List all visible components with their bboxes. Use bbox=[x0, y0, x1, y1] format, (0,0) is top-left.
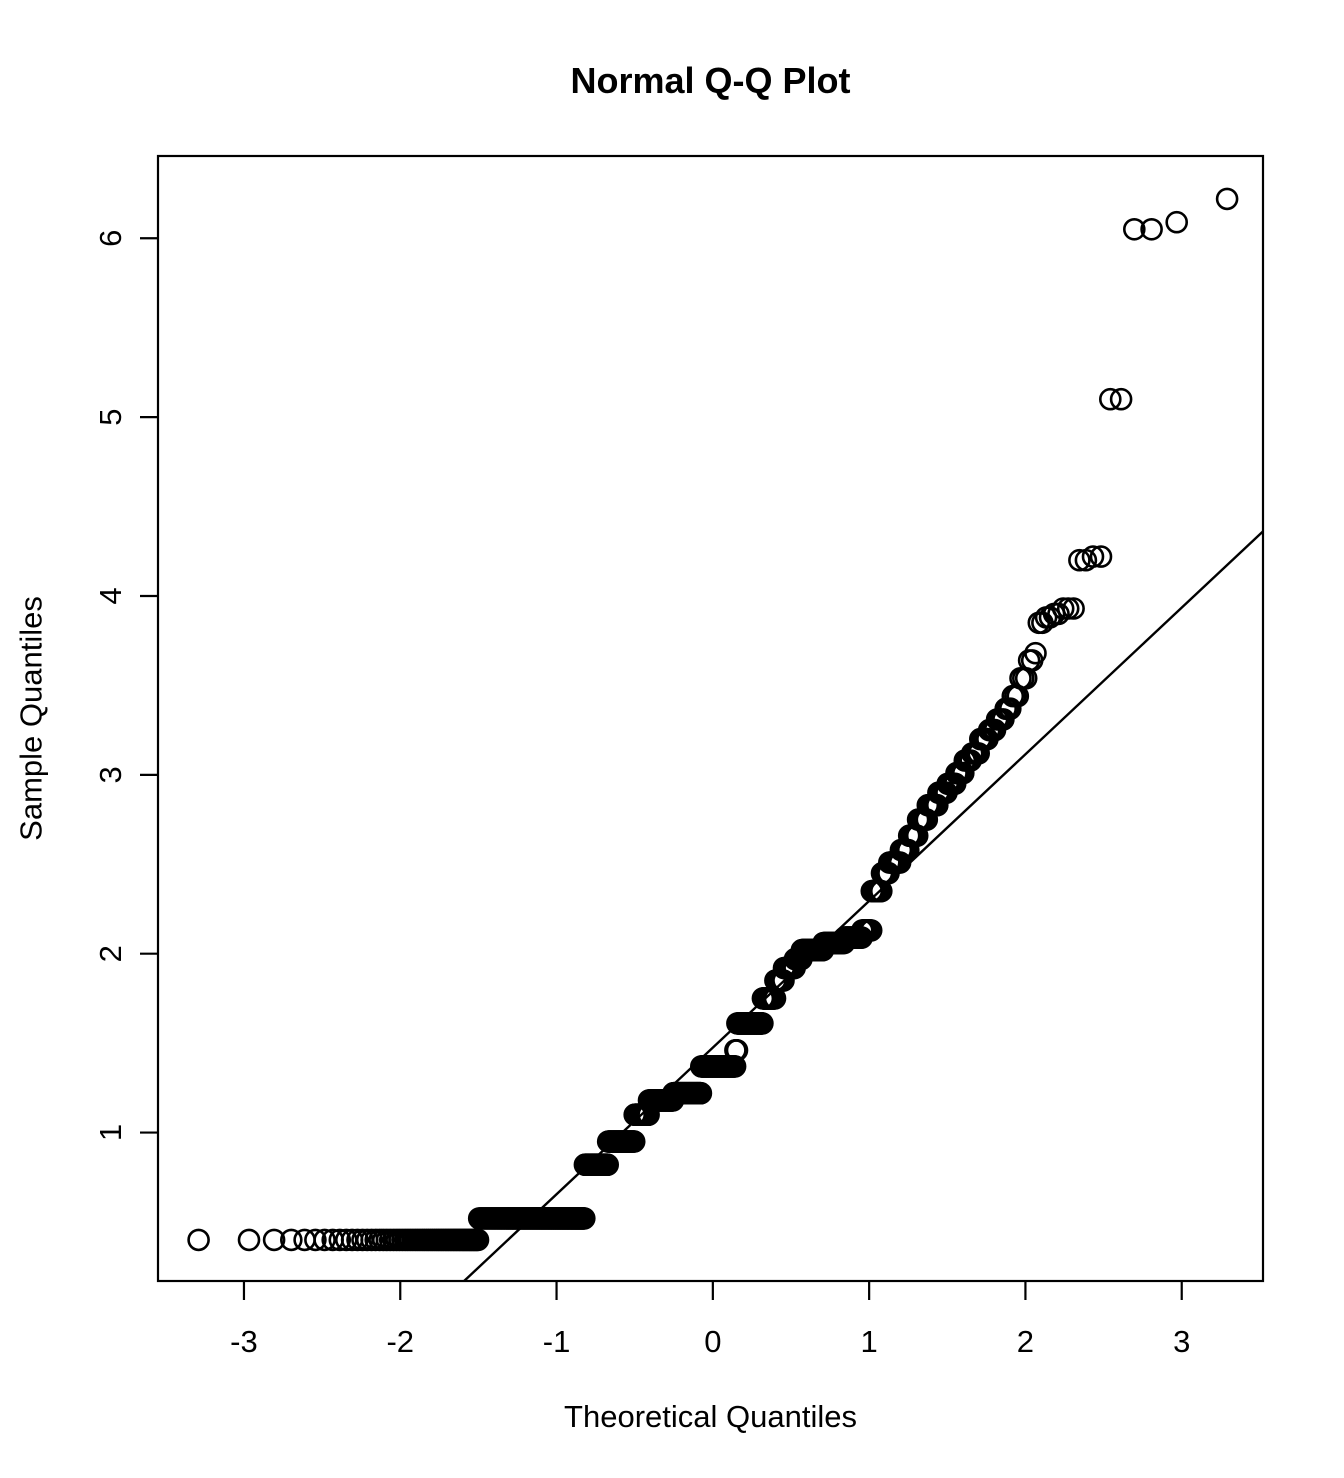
data-point bbox=[1140, 218, 1163, 241]
y-tick-label: 2 bbox=[93, 945, 128, 962]
data-point bbox=[313, 1228, 336, 1252]
data-point bbox=[1165, 210, 1188, 234]
data-point bbox=[1056, 597, 1080, 620]
data-point bbox=[1024, 641, 1047, 665]
y-tick-label: 6 bbox=[93, 230, 128, 247]
data-point bbox=[859, 919, 883, 942]
x-tick-label: 2 bbox=[1017, 1324, 1034, 1359]
y-tick-label: 4 bbox=[93, 587, 128, 604]
data-point bbox=[888, 851, 912, 874]
data-point bbox=[304, 1228, 327, 1252]
data-point bbox=[466, 1228, 490, 1252]
data-point bbox=[1109, 387, 1133, 411]
y-tick-label: 3 bbox=[93, 766, 128, 783]
data-point bbox=[187, 1228, 210, 1252]
data-point bbox=[725, 1039, 749, 1062]
data-point bbox=[596, 1153, 620, 1176]
data-point bbox=[1062, 597, 1085, 620]
data-point bbox=[1123, 218, 1146, 241]
data-point bbox=[1089, 545, 1113, 568]
x-tick-label: -1 bbox=[543, 1324, 571, 1359]
plot-border bbox=[156, 154, 1265, 1283]
x-tick-label: 0 bbox=[704, 1324, 721, 1359]
y-tick-label: 5 bbox=[93, 409, 128, 426]
data-point bbox=[237, 1228, 261, 1252]
data-point bbox=[1215, 187, 1239, 211]
data-point bbox=[262, 1228, 286, 1252]
data-point bbox=[751, 1012, 774, 1035]
data-point bbox=[622, 1130, 646, 1153]
data-point bbox=[572, 1207, 596, 1230]
data-point bbox=[1081, 545, 1105, 568]
x-tick-label: 3 bbox=[1173, 1324, 1190, 1359]
data-point bbox=[1068, 548, 1091, 572]
x-axis-title: Theoretical Quantiles bbox=[564, 1399, 857, 1434]
data-point bbox=[328, 1228, 352, 1252]
data-point bbox=[689, 1081, 713, 1105]
data-point bbox=[998, 697, 1022, 721]
data-point bbox=[279, 1228, 303, 1252]
chart-title: Normal Q-Q Plot bbox=[570, 60, 851, 101]
data-point bbox=[951, 761, 975, 785]
x-tick-label: 1 bbox=[861, 1324, 878, 1359]
y-axis-title: Sample Quantiles bbox=[13, 596, 49, 841]
x-tick-label: -2 bbox=[386, 1324, 414, 1359]
x-tick-label: -3 bbox=[230, 1324, 258, 1359]
data-point bbox=[723, 1055, 747, 1078]
y-tick-label: 1 bbox=[93, 1124, 128, 1141]
data-point bbox=[1099, 387, 1122, 411]
